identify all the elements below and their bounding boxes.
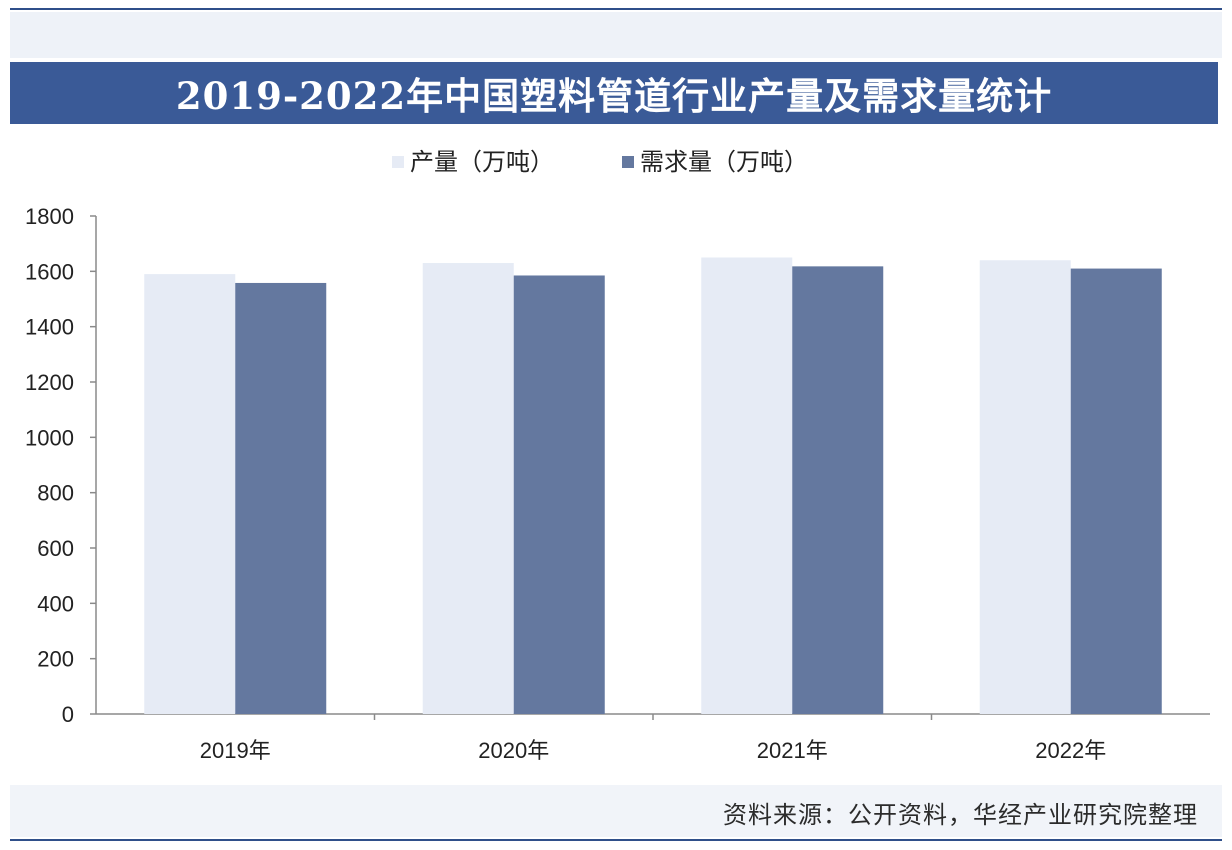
bar-production <box>701 257 793 714</box>
legend-production-swatch <box>392 156 404 168</box>
x-category-label: 2022年 <box>1035 738 1106 763</box>
y-tick-label: 800 <box>37 481 74 506</box>
source-note: 资料来源：公开资料，华经产业研究院整理 <box>723 801 1198 829</box>
y-tick-label: 1800 <box>25 204 74 229</box>
bottom-border <box>10 839 1222 841</box>
x-category-label: 2019年 <box>200 738 271 763</box>
y-tick-label: 1000 <box>25 425 74 450</box>
bar-demand <box>513 275 605 714</box>
bar-production <box>144 274 236 714</box>
bar-production <box>979 260 1071 714</box>
y-tick-label: 200 <box>37 647 74 672</box>
y-tick-label: 1400 <box>25 315 74 340</box>
x-category-label: 2020年 <box>478 738 549 763</box>
bar-demand <box>792 266 884 714</box>
y-tick-label: 1200 <box>25 370 74 395</box>
y-tick-label: 400 <box>37 591 74 616</box>
bar-demand <box>1070 268 1162 714</box>
y-tick-label: 600 <box>37 536 74 561</box>
footer-band <box>10 785 1222 837</box>
chart-title: 2019-2022年中国塑料管道行业产量及需求量统计 <box>175 74 1053 118</box>
x-category-label: 2021年 <box>757 738 828 763</box>
legend-demand-swatch <box>622 156 634 168</box>
top-band <box>10 12 1222 58</box>
legend-production-label: 产量（万吨） <box>410 148 554 176</box>
chart-title-bar: 2019-2022年中国塑料管道行业产量及需求量统计 <box>10 62 1218 124</box>
bar-demand <box>235 282 327 714</box>
y-tick-label: 1600 <box>25 259 74 284</box>
top-border <box>10 8 1222 10</box>
y-tick-label: 0 <box>62 702 74 727</box>
bar-chart: 0 200 400 600 800 1000 1200 1400 1600 1800 2019年 20… <box>25 148 1210 763</box>
legend-demand-label: 需求量（万吨） <box>640 148 808 176</box>
bar-production <box>422 263 514 714</box>
